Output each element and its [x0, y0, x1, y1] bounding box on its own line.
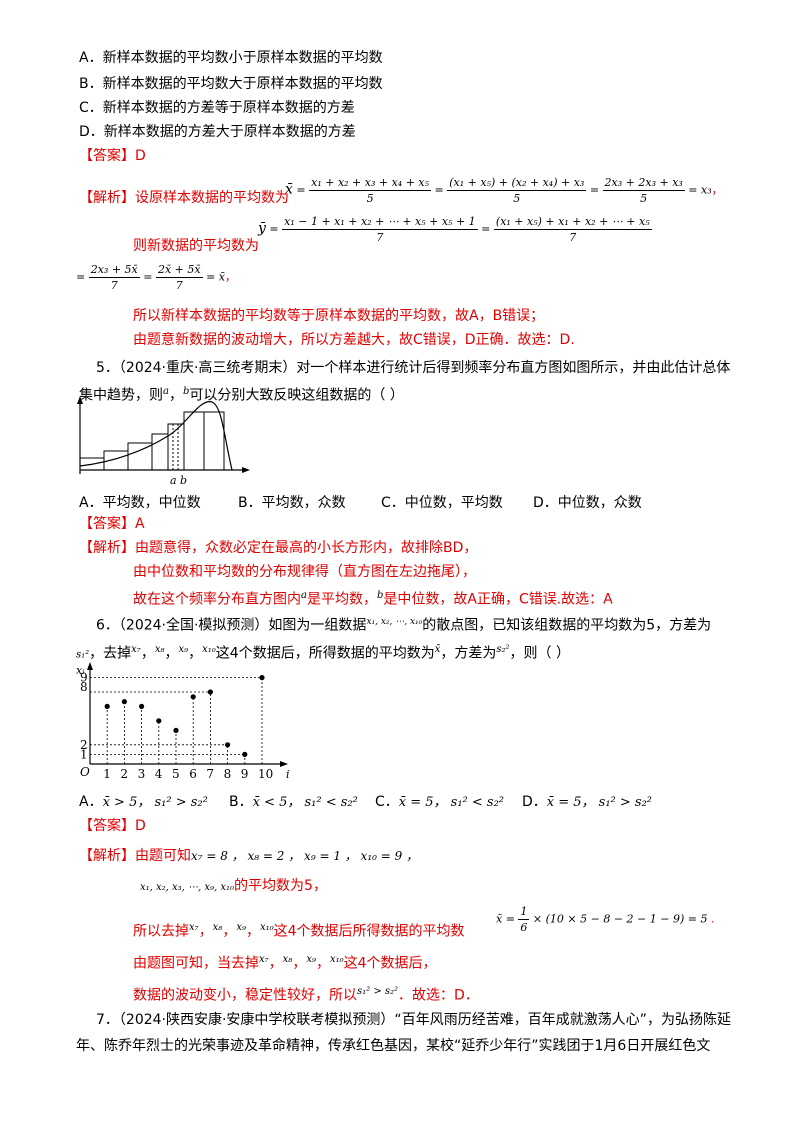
q6-analysis-5: 数据的波动变小，稳定性较好，所以s₁² > s₂²．故选：D．	[133, 986, 479, 1004]
x-tick-label: 4	[155, 767, 163, 781]
q4-option-d: D．新样本数据的方差大于原样本数据的方差	[79, 124, 356, 140]
y-tick-label: 9	[80, 671, 88, 685]
data-point	[173, 727, 179, 733]
x-tick-label: 6	[189, 767, 197, 781]
data-point	[139, 703, 145, 709]
q6-analysis-1: 【解析】由题可知x₇ = 8 ， x₈ = 2 ， x₉ = 1 ， x₁₀ =…	[79, 848, 419, 864]
q6-option-a: A．x̄ > 5， s₁² > s₂²	[79, 794, 208, 810]
y-tick-label: 1	[80, 747, 88, 761]
y-tick-label: 8	[80, 680, 88, 694]
data-point	[207, 689, 213, 695]
q6-analysis-2: x₁, x₂, x₃, ⋯, x₉, x₁₀的平均数为5，	[140, 878, 327, 894]
q6-option-b: B．x̄ < 5， s₁² < s₂²	[229, 794, 358, 810]
q4-eq1: x̄ = x₁ + x₂ + x₃ + x₄ + x₅ 5 = (x₁ + x₅)…	[285, 176, 723, 205]
data-point	[104, 703, 110, 709]
q5-answer: 【答案】A	[79, 516, 145, 532]
x-tick-label: 9	[241, 767, 249, 781]
data-point	[121, 699, 127, 705]
q6-analysis-3: 所以去掉x₇，x₈，x₉，x₁₀这4个数据后所得数据的平均数	[133, 922, 465, 940]
q5-option-d: D．中位数，众数	[533, 495, 642, 511]
q4-conclusion-1: 所以新样本数据的平均数等于原样本数据的平均数，故A，B错误；	[133, 308, 545, 324]
q6-stem-2: s₁²，去掉x₇，x₈，x₉，x₁₀这4个数据后，所得数据的平均数为x̄，方差为…	[76, 644, 570, 662]
x-tick-label: 7	[206, 767, 214, 781]
data-point	[225, 742, 231, 748]
q4-eq3: = 2x₃ + 5x̄ 7 = 2x̄ + 5x̄ 7 = x̄，	[76, 263, 237, 292]
x-tick-label: 1	[103, 767, 111, 781]
y-axis-label: xᵢ	[76, 664, 84, 677]
x-axis-arrow	[280, 761, 288, 767]
x-tick-label: 10	[258, 767, 273, 781]
data-point	[156, 718, 162, 724]
q4-analysis-label: 【解析】设原样本数据的平均数为	[79, 190, 289, 206]
q5-option-a: A．平均数，中位数	[79, 495, 201, 511]
x-tick-label: 3	[138, 767, 146, 781]
x-tick-label: 5	[172, 767, 180, 781]
q4-option-b: B．新样本数据的平均数大于原样本数据的平均数	[79, 76, 383, 92]
x-tick-label: 8	[224, 767, 232, 781]
origin-label: O	[80, 765, 90, 779]
q6-analysis-4: 由题图可知，当去掉x₇，x₈，x₉，x₁₀这4个数据后，	[133, 954, 437, 972]
q5-histogram: a b	[77, 396, 250, 487]
data-point	[190, 694, 196, 700]
q5-option-b: B．平均数，众数	[238, 495, 346, 511]
q5-option-c: C．中位数，平均数	[381, 495, 503, 511]
q4-option-c: C．新样本数据的方差等于原样本数据的方差	[79, 100, 355, 116]
q7-stem-1: 7．（2024·陕西安康·安康中学校联考模拟预测）“百年风雨历经苦难，百年成就激…	[96, 1012, 731, 1028]
q4-answer: 【答案】D	[79, 148, 146, 164]
q6-option-c: C．x̄ = 5， s₁² < s₂²	[375, 794, 505, 810]
x-tick-label: 2	[120, 767, 128, 781]
x-axis-label: i	[286, 768, 290, 781]
q5-analysis-3: 故在这个频率分布直方图内a是平均数，b是中位数，故A正确，C错误.故选：A	[133, 590, 613, 608]
data-point	[242, 751, 248, 757]
q4-new-mean-label: 则新数据的平均数为	[133, 238, 259, 254]
y-axis-arrow	[87, 662, 93, 670]
q7-stem-2: 年、陈乔年烈士的光荣事迹及革命精神，传承红色基因，某校“延乔少年行”实践团于1月…	[76, 1038, 711, 1054]
q5-stem-1: 5．（2024·重庆·高三统考期末）对一个样本进行统计后得到频率分布直方图如图所…	[96, 360, 731, 376]
q6-answer: 【答案】D	[79, 818, 146, 834]
q5-hist-labels: a b	[170, 474, 187, 487]
data-point	[259, 675, 265, 681]
q5-analysis-1: 【解析】由题意得，众数必定在最高的小长方形内，故排除BD，	[79, 540, 478, 556]
q4-conclusion-2: 由题意新数据的波动增大，所以方差越大，故C错误，D正确．故选：D.	[133, 332, 575, 348]
q6-option-d: D．x̄ = 5， s₁² > s₂²	[522, 794, 653, 810]
q5-stem-2: 集中趋势，则a，b可以分别大致反映这组数据的（ ）	[79, 386, 404, 404]
q4-option-a: A．新样本数据的平均数小于原样本数据的平均数	[79, 50, 383, 66]
q6-stem-1: 6．（2024·全国·模拟预测）如图为一组数据x₁, x₂, ⋯, x₁₀的散点…	[96, 617, 712, 634]
y-tick-label: 2	[80, 738, 88, 752]
q5-analysis-2: 由中位数和平均数的分布规律得（直方图在左边拖尾），	[133, 564, 476, 580]
